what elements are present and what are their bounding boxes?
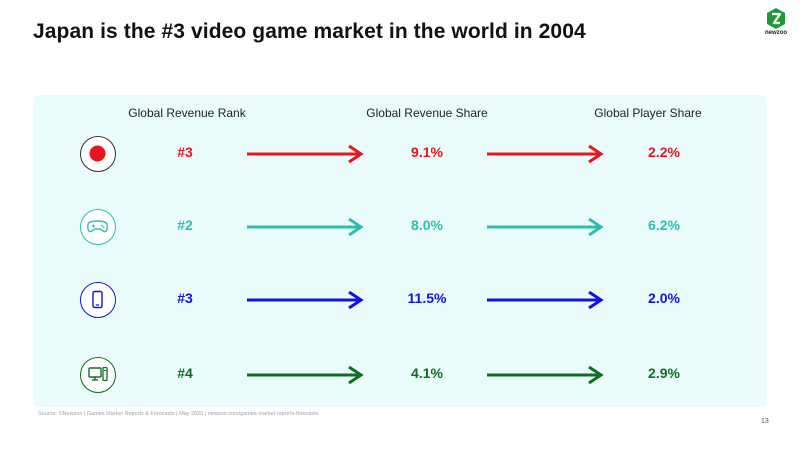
arrow-icon (247, 144, 364, 164)
page-number: 13 (761, 418, 769, 425)
revenue-share-value: 4.1% (411, 365, 443, 381)
arrow-icon (487, 217, 604, 237)
rank-value: #4 (177, 365, 193, 381)
row-japan: #3 9.1% 2.2% (0, 136, 800, 176)
rank-value: #3 (177, 290, 193, 306)
gamepad-icon (80, 209, 116, 245)
stats-panel (33, 95, 767, 407)
player-share-value: 2.0% (648, 290, 680, 306)
page-title: Japan is the #3 video game market in the… (33, 20, 586, 43)
row-console: #2 8.0% 6.2% (0, 209, 800, 249)
newzoo-logo-icon (767, 8, 785, 29)
source-note: Source: ©Newzoo | Games Market Reports &… (38, 411, 319, 417)
revenue-share-value: 9.1% (411, 144, 443, 160)
rank-value: #3 (177, 144, 193, 160)
japan-flag-icon (80, 136, 116, 172)
player-share-value: 2.9% (648, 365, 680, 381)
logo-text: newzoo (765, 30, 787, 36)
player-share-value: 2.2% (648, 144, 680, 160)
arrow-icon (247, 290, 364, 310)
mobile-phone-icon (80, 282, 116, 318)
row-pc: #4 4.1% 2.9% (0, 357, 800, 397)
row-mobile: #3 11.5% 2.0% (0, 282, 800, 322)
newzoo-logo: newzoo (762, 8, 790, 40)
arrow-icon (487, 144, 604, 164)
header-revenue-rank: Global Revenue Rank (128, 106, 246, 120)
arrow-icon (487, 365, 604, 385)
pc-desktop-icon (80, 357, 116, 393)
revenue-share-value: 11.5% (407, 290, 447, 306)
arrow-icon (487, 290, 604, 310)
header-player-share: Global Player Share (594, 106, 702, 120)
arrow-icon (247, 365, 364, 385)
revenue-share-value: 8.0% (411, 217, 443, 233)
rank-value: #2 (177, 217, 193, 233)
player-share-value: 6.2% (648, 217, 680, 233)
arrow-icon (247, 217, 364, 237)
header-revenue-share: Global Revenue Share (366, 106, 488, 120)
